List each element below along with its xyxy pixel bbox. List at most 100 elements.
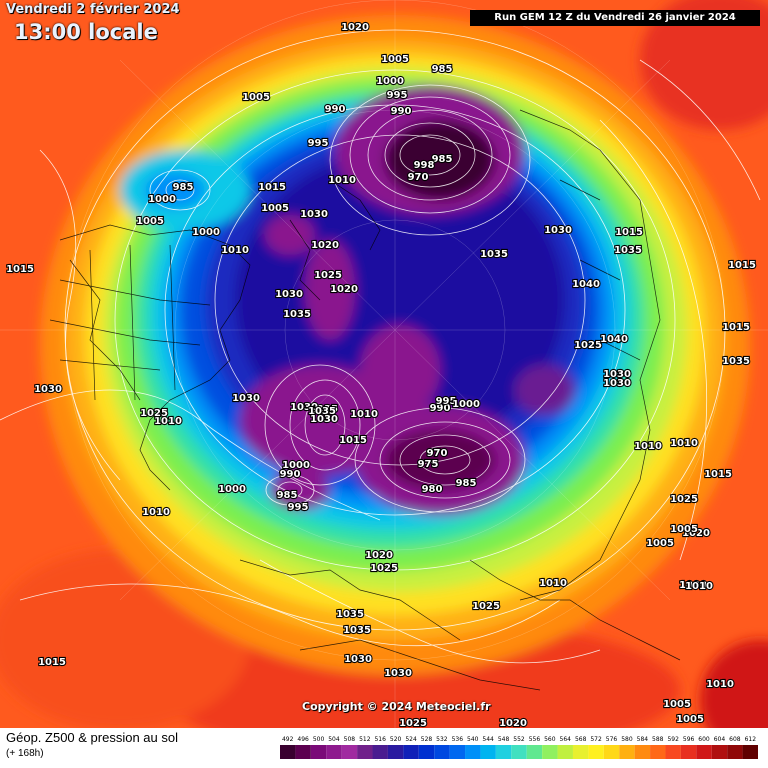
scale-swatch	[680, 745, 697, 759]
pressure-label: 1005	[646, 538, 674, 549]
pressure-label: 990	[430, 403, 451, 414]
pressure-label: 1025	[472, 601, 500, 612]
scale-tick-label: 560	[544, 736, 556, 743]
scale-swatch	[557, 745, 573, 759]
pressure-label: 1030	[275, 289, 303, 300]
color-scale: 492 496 500 504 508 512 516 520 524 528 532 536 540 5…	[280, 736, 758, 759]
pressure-labels: 1020100598510009959901005990985998970995…	[5, 21, 757, 728]
scale-tick-label: 564	[560, 736, 572, 743]
pressure-label: 1005	[676, 714, 704, 725]
scale-tick-label: 608	[729, 736, 741, 743]
pressure-label: 995	[308, 138, 329, 149]
scale-tick-label: 596	[683, 736, 695, 743]
pressure-label: 1030	[34, 384, 62, 395]
scale-tick-label: 516	[374, 736, 386, 743]
scale-tick-label: 544	[482, 736, 494, 743]
pressure-label: 1030	[544, 225, 572, 236]
scale-tick-label: 496	[297, 736, 309, 743]
pressure-label: 1005	[663, 699, 691, 710]
pressure-label: 1010	[539, 578, 567, 589]
scale-tick-label: 528	[421, 736, 433, 743]
scale-swatch	[280, 745, 296, 759]
pressure-label: 1005	[381, 54, 409, 65]
pressure-label: 1020	[499, 718, 527, 728]
scale-swatch	[696, 745, 712, 759]
pressure-label: 1035	[308, 406, 336, 417]
scale-swatch	[588, 745, 604, 759]
pressure-label: 1030	[603, 378, 631, 389]
pressure-label: 1030	[344, 654, 372, 665]
pressure-label: 1000	[192, 227, 220, 238]
scale-swatch	[542, 745, 558, 759]
scale-tick-label: 568	[575, 736, 587, 743]
scale-swatch	[572, 745, 589, 759]
pressure-label: 1010	[154, 416, 182, 427]
pressure-label: 985	[277, 490, 298, 501]
pressure-label: 1000	[282, 460, 310, 471]
pressure-label: 1015	[258, 182, 286, 193]
pressure-label: 1035	[722, 356, 750, 367]
graticule	[0, 0, 768, 728]
pressure-label: 1005	[242, 92, 270, 103]
pressure-label: 1030	[290, 402, 318, 413]
forecast-map: 1020100598510009959901005990985998970995…	[0, 0, 768, 728]
coastlines	[49, 109, 681, 691]
pressure-label: 1035	[343, 625, 371, 636]
pressure-label: 1000	[679, 580, 707, 591]
scale-tick-label: 592	[667, 736, 679, 743]
pressure-label: 1005	[670, 524, 698, 535]
pressure-label: 1035	[614, 245, 642, 256]
scale-tick-label: 580	[621, 736, 633, 743]
scale-swatch	[526, 745, 543, 759]
pressure-label: 995	[436, 396, 457, 407]
scale-tick-label: 504	[328, 736, 340, 743]
scale-tick-label: 584	[637, 736, 649, 743]
pressure-label: 995	[387, 90, 408, 101]
isobar-lines	[0, 29, 761, 664]
pressure-label: 1020	[682, 528, 710, 539]
scale-swatch	[742, 745, 758, 759]
scale-swatch	[603, 745, 620, 759]
pressure-label: 1025	[574, 340, 602, 351]
pressure-label: 980	[422, 484, 443, 495]
scale-swatch	[465, 745, 481, 759]
scale-swatch	[341, 745, 358, 759]
scale-tick-label: 556	[529, 736, 541, 743]
scale-tick-label: 612	[745, 736, 757, 743]
scale-tick-label: 520	[390, 736, 402, 743]
pressure-label: 1040	[600, 334, 628, 345]
pressure-label: 1025	[140, 408, 168, 419]
pressure-label: 1010	[142, 507, 170, 518]
scale-swatch	[357, 745, 373, 759]
pressure-label: 1000	[452, 399, 480, 410]
pressure-label: 1010	[685, 581, 713, 592]
pressure-label: 1030	[384, 668, 412, 679]
scale-tick-label: 540	[467, 736, 479, 743]
pressure-label: 1000	[376, 76, 404, 87]
scale-swatch	[295, 745, 311, 759]
scale-swatch	[387, 745, 404, 759]
pressure-label: 1015	[339, 435, 367, 446]
pressure-label: 1025	[370, 563, 398, 574]
geopotential-fill	[0, 0, 768, 728]
scale-swatch	[434, 745, 450, 759]
scale-swatch	[480, 745, 496, 759]
scale-tick-label: 548	[498, 736, 510, 743]
pressure-label: 990	[325, 104, 346, 115]
pressure-label: 1020	[341, 22, 369, 33]
pressure-label: 970	[408, 172, 429, 183]
scale-tick-label: 508	[344, 736, 356, 743]
scale-swatch	[727, 745, 743, 759]
pressure-label: 1010	[221, 245, 249, 256]
pressure-label: 990	[391, 106, 412, 117]
scale-swatch	[650, 745, 666, 759]
pressure-label: 985	[432, 64, 453, 75]
pressure-label: 1010	[328, 175, 356, 186]
pressure-label: 1035	[480, 249, 508, 260]
legend-subtitle: (+ 168h)	[6, 748, 44, 759]
scale-swatch	[403, 745, 419, 759]
pressure-label: 1035	[310, 404, 338, 415]
forecast-time: 13:00 locale	[14, 20, 158, 44]
pressure-label: 1000	[218, 484, 246, 495]
